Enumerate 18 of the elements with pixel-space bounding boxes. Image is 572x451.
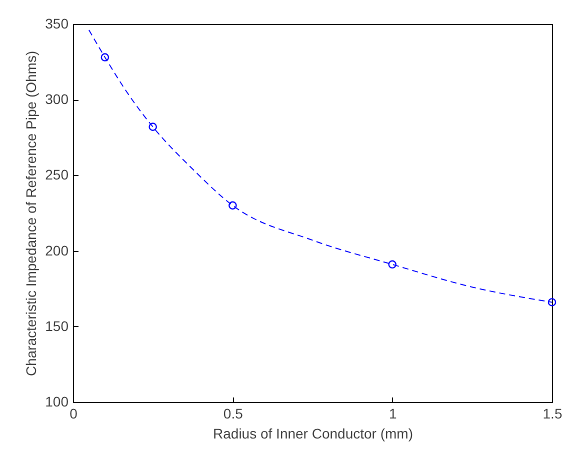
y-tick-label: 200 <box>45 242 69 258</box>
y-tick-label: 350 <box>45 16 69 32</box>
y-tick-label: 300 <box>45 91 69 108</box>
point <box>148 122 157 131</box>
x-tick-label: 1 <box>388 406 397 422</box>
x-axis-title: Radius of Inner Conductor (mm) <box>213 426 413 442</box>
point <box>548 298 556 306</box>
point <box>228 201 237 210</box>
y-tick-label: 100 <box>45 394 69 410</box>
x-tick-label: 1.5 <box>542 406 562 422</box>
point <box>100 53 110 62</box>
point <box>388 260 396 269</box>
y-axis-title: Characteristic Impedance of Reference Pipe (Ohms) <box>23 50 40 376</box>
y-tick-label: 150 <box>45 318 69 334</box>
x-tick-label: 0 <box>70 406 78 422</box>
y-tick-label: 250 <box>45 166 69 183</box>
line-series <box>88 30 552 303</box>
x-tick-label: 0.5 <box>223 406 244 422</box>
